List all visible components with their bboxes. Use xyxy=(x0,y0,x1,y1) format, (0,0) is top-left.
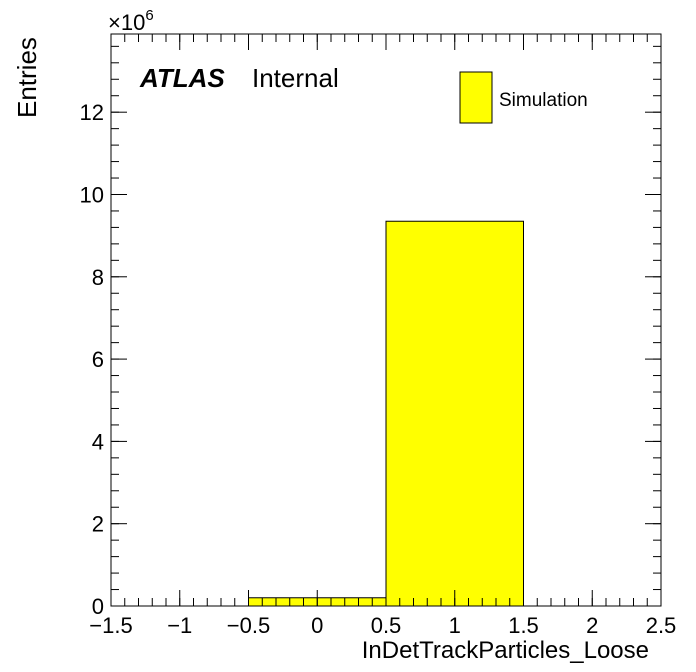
y-tick-label: 0 xyxy=(92,594,104,619)
legend: Simulation xyxy=(459,71,588,124)
x-tick-label: 1.5 xyxy=(508,613,539,638)
x-axis-label: InDetTrackParticles_Loose xyxy=(362,637,649,664)
internal-label: Internal xyxy=(252,63,339,93)
y-axis-label: Entries xyxy=(12,37,42,118)
y-axis-multiplier: ×106 xyxy=(108,7,154,35)
legend-label-simulation: Simulation xyxy=(499,90,588,111)
x-tick-label: −1.5 xyxy=(89,613,132,638)
x-tick-label: 0 xyxy=(311,613,323,638)
y-tick-label: 10 xyxy=(80,182,104,207)
x-tick-label: −1 xyxy=(167,613,192,638)
atlas-label: ATLAS xyxy=(139,63,225,93)
plot-frame xyxy=(110,33,662,607)
legend-swatch-simulation xyxy=(459,71,493,124)
y-tick-label: 4 xyxy=(92,429,104,454)
y-tick-label: 6 xyxy=(92,347,104,372)
x-tick-label: 0.5 xyxy=(371,613,402,638)
histogram-bar-1 xyxy=(385,220,524,607)
x-tick-label: −0.5 xyxy=(227,613,270,638)
x-tick-label: 2.5 xyxy=(646,613,677,638)
y-tick-label: 12 xyxy=(80,100,104,125)
x-tick-label: 2 xyxy=(586,613,598,638)
histogram-bars xyxy=(248,220,524,607)
y-tick-label: 8 xyxy=(92,265,104,290)
x-tick-label: 1 xyxy=(449,613,461,638)
x-tick-labels: −1.5 −1 −0.5 0 0.5 1 1.5 2 2.5 xyxy=(89,613,676,638)
y-tick-label: 2 xyxy=(92,512,104,537)
y-tick-labels: 0 2 4 6 8 10 12 xyxy=(80,100,104,619)
